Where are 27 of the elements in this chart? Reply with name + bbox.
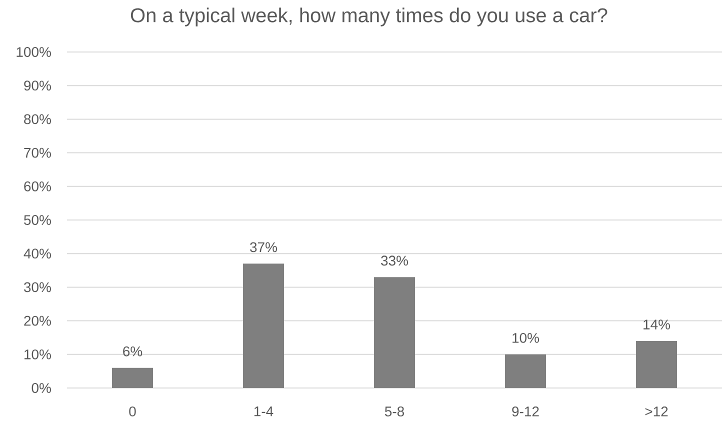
- data-label: 14%: [644, 320, 670, 330]
- y-tick-label: 50%: [24, 215, 51, 225]
- data-label: 10%: [512, 332, 540, 343]
- y-tick-label: 10%: [24, 349, 51, 360]
- x-tick-label: 1-4: [254, 406, 274, 416]
- data-label: 33%: [381, 256, 408, 266]
- y-tick-label: 70%: [24, 148, 51, 158]
- y-tick-label: 60%: [24, 181, 51, 192]
- chart-title: On a typical week, how many times do you use a car?: [130, 8, 608, 26]
- bar: [636, 340, 678, 388]
- y-tick-label: 40%: [24, 248, 51, 259]
- x-tick-label: >12: [645, 406, 668, 416]
- y-tick-label: 30%: [24, 282, 51, 292]
- bar: [112, 368, 153, 388]
- x-tick-label: 9-12: [512, 406, 539, 416]
- bar: [374, 277, 416, 388]
- x-tick-label: 5-8: [384, 406, 404, 416]
- y-tick-label: 80%: [24, 114, 51, 124]
- data-label: 6%: [123, 346, 142, 356]
- bar: [243, 264, 284, 388]
- y-tick-label: 90%: [24, 80, 51, 91]
- data-label: 37%: [250, 242, 278, 252]
- y-tick-label: 100%: [16, 47, 51, 57]
- bar: [505, 354, 546, 388]
- y-tick-label: 0%: [32, 383, 51, 393]
- y-tick-label: 20%: [24, 316, 51, 326]
- x-tick-label: 0: [129, 406, 136, 416]
